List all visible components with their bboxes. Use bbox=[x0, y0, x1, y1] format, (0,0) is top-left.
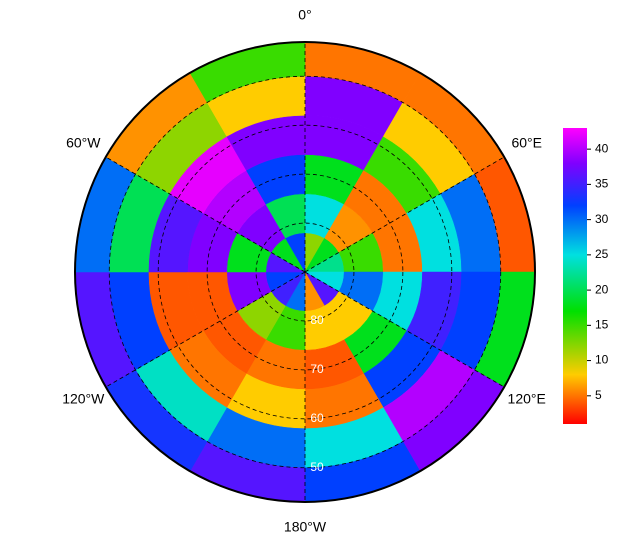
latitude-label: 80 bbox=[310, 313, 324, 327]
colorbar-tick-label: 5 bbox=[595, 388, 602, 402]
meridian bbox=[105, 271, 306, 388]
colorbar-tick-label: 25 bbox=[595, 247, 609, 261]
map-border bbox=[74, 41, 536, 503]
latitude-circle bbox=[206, 173, 404, 371]
colorbar-tick-label: 40 bbox=[595, 141, 609, 155]
colorbar-tick-label: 35 bbox=[595, 177, 609, 191]
colorbar-tick-label: 30 bbox=[595, 212, 609, 226]
latitude-circle bbox=[108, 75, 502, 469]
longitude-label: 120°E bbox=[508, 391, 546, 407]
longitude-label: 120°W bbox=[62, 391, 105, 407]
latitude-label: 50 bbox=[310, 460, 324, 474]
meridian bbox=[304, 271, 505, 388]
latitude-circle bbox=[255, 222, 355, 322]
meridian bbox=[304, 156, 505, 273]
colorbar-tick-label: 15 bbox=[595, 318, 609, 332]
colorbar bbox=[563, 128, 587, 424]
latitude-label: 70 bbox=[310, 362, 324, 376]
longitude-label: 60°W bbox=[66, 135, 101, 151]
longitude-label: 0° bbox=[298, 7, 311, 23]
longitude-label: 60°E bbox=[511, 135, 542, 151]
colorbar-tick-label: 20 bbox=[595, 282, 609, 296]
latitude-label: 60 bbox=[310, 411, 324, 425]
meridian bbox=[105, 156, 306, 273]
longitude-label: 180°W bbox=[284, 519, 327, 535]
latitude-circle bbox=[157, 124, 453, 420]
colorbar-tick-label: 10 bbox=[595, 353, 609, 367]
